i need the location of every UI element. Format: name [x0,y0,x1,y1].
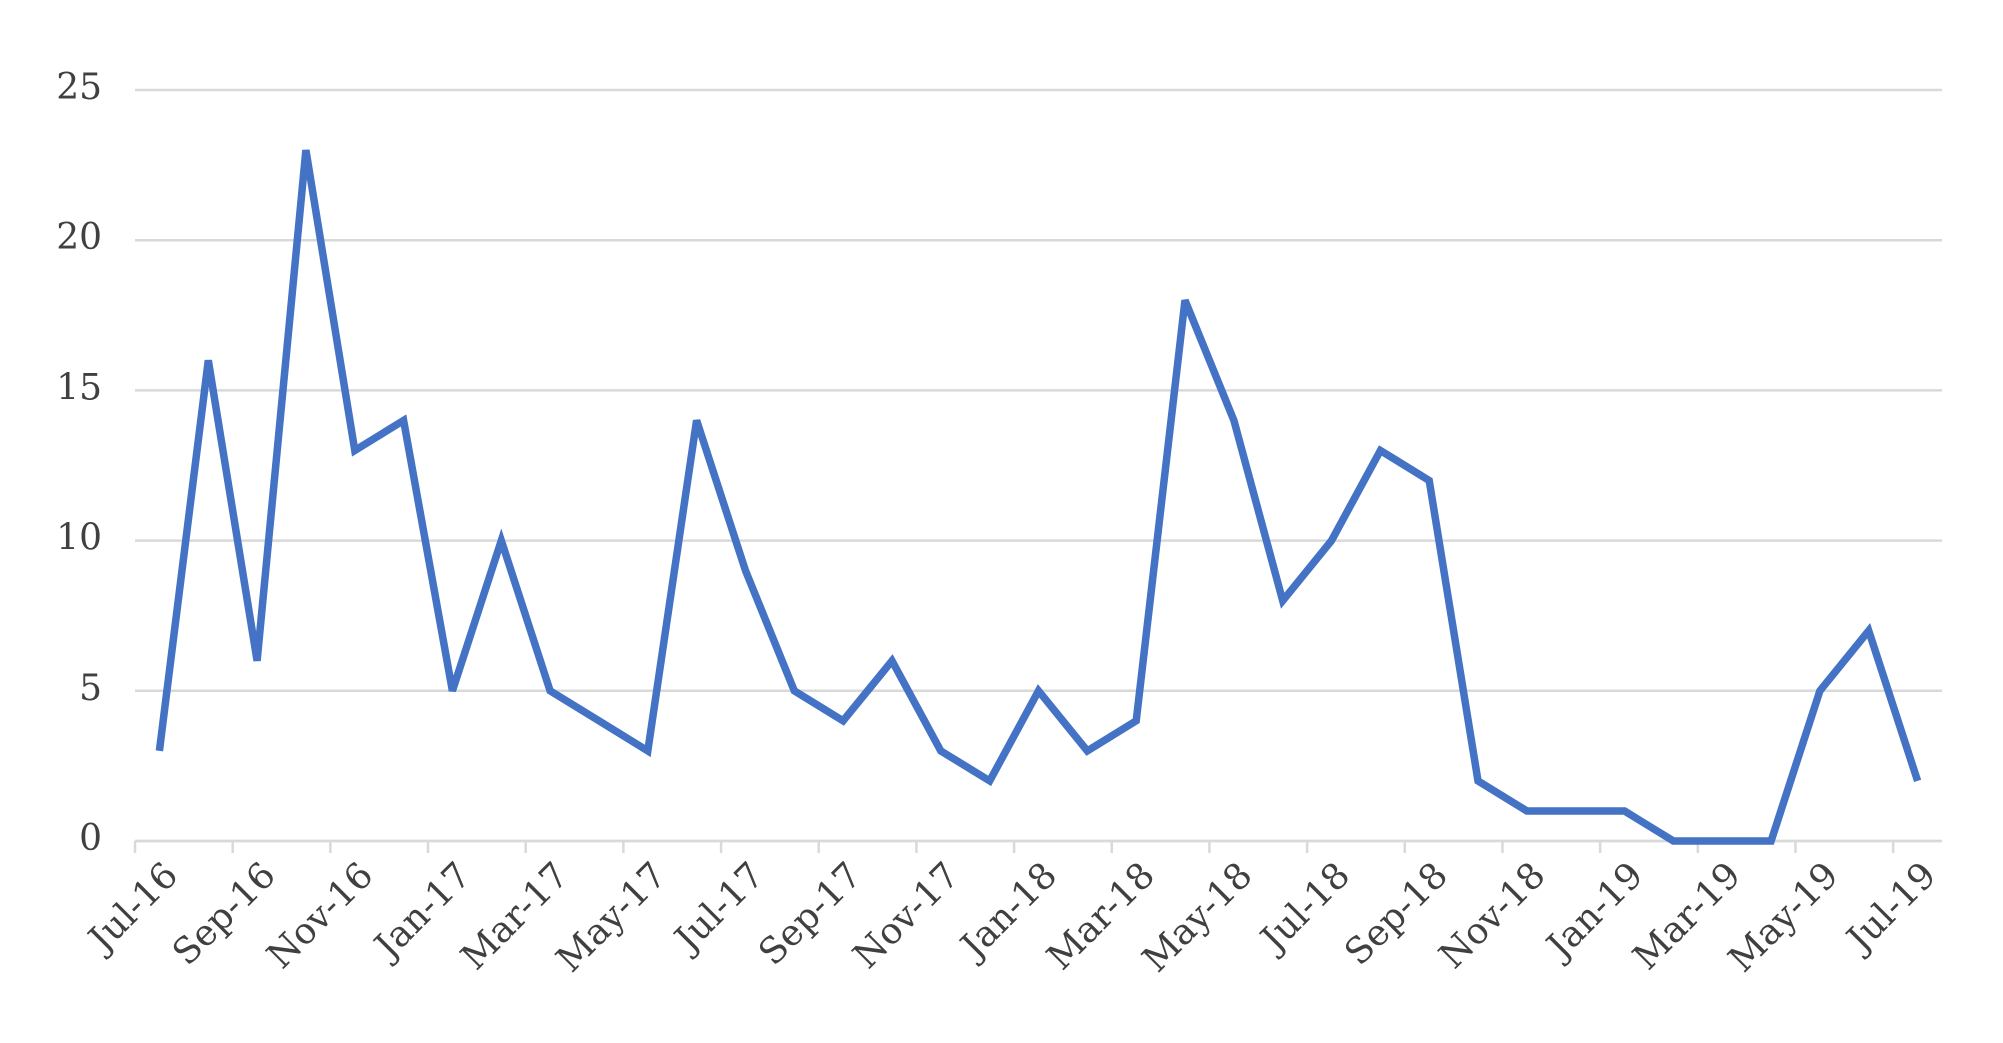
data-line [155,149,1922,845]
x-tick-label: Jul-19 [1837,855,1945,963]
x-tick-label: May-18 [1135,855,1261,981]
x-tick-label: Sep-17 [751,855,870,974]
x-tick-label: Nov-16 [260,855,382,977]
x-tick-label: Nov-17 [846,855,968,977]
y-tick-label: 15 [56,367,102,408]
x-tick-label: May-17 [549,855,675,981]
y-tick-label: 5 [79,668,102,709]
y-tick-label: 0 [79,818,102,859]
y-tick-label: 25 [56,67,102,108]
y-tick-label: 20 [56,217,102,258]
x-tick-label: Nov-18 [1432,855,1554,977]
x-tick-label: Sep-16 [165,855,284,974]
x-tick-label: May-19 [1721,855,1847,981]
y-tick-label: 10 [56,518,102,559]
x-tick-label: Sep-18 [1337,855,1456,974]
